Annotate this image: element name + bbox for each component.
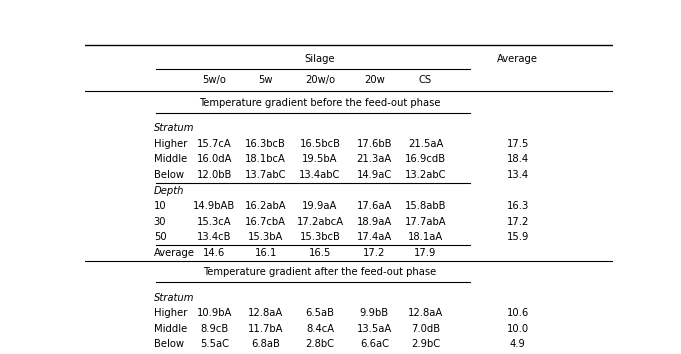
Text: Higher: Higher	[154, 308, 187, 318]
Text: 16.3: 16.3	[507, 201, 529, 211]
Text: 17.6aA: 17.6aA	[357, 201, 392, 211]
Text: 15.3bA: 15.3bA	[248, 232, 283, 242]
Text: Middle: Middle	[154, 154, 187, 165]
Text: 20w/o: 20w/o	[305, 75, 335, 85]
Text: Average: Average	[154, 248, 195, 258]
Text: 8.4cA: 8.4cA	[306, 324, 334, 334]
Text: 15.8abB: 15.8abB	[405, 201, 446, 211]
Text: 6.5aB: 6.5aB	[306, 308, 334, 318]
Text: Temperature gradient before the feed-out phase: Temperature gradient before the feed-out…	[200, 98, 441, 108]
Text: 50: 50	[154, 232, 166, 242]
Text: 6.8aB: 6.8aB	[251, 339, 280, 349]
Text: Middle: Middle	[154, 324, 187, 334]
Text: 10.0: 10.0	[507, 324, 529, 334]
Text: 5w: 5w	[258, 75, 273, 85]
Text: Stratum: Stratum	[154, 124, 194, 133]
Text: 18.1aA: 18.1aA	[408, 232, 443, 242]
Text: 10.6: 10.6	[507, 308, 529, 318]
Text: 11.7bA: 11.7bA	[248, 324, 283, 334]
Text: 15.9: 15.9	[507, 232, 529, 242]
Text: Below: Below	[154, 170, 184, 180]
Text: Higher: Higher	[154, 139, 187, 149]
Text: 16.5: 16.5	[308, 248, 331, 258]
Text: 6.6aC: 6.6aC	[360, 339, 389, 349]
Text: 17.7abA: 17.7abA	[405, 217, 446, 227]
Text: 2.9bC: 2.9bC	[411, 339, 440, 349]
Text: 4.9: 4.9	[510, 339, 526, 349]
Text: Stratum: Stratum	[154, 293, 194, 303]
Text: 17.9: 17.9	[414, 248, 437, 258]
Text: 13.4abC: 13.4abC	[299, 170, 340, 180]
Text: Silage: Silage	[304, 54, 335, 64]
Text: 16.5bcB: 16.5bcB	[300, 139, 340, 149]
Text: 2.8bC: 2.8bC	[306, 339, 334, 349]
Text: 18.4: 18.4	[507, 154, 529, 165]
Text: 14.6: 14.6	[204, 248, 225, 258]
Text: 13.4: 13.4	[507, 170, 529, 180]
Text: Depth: Depth	[154, 185, 185, 195]
Text: 17.4aA: 17.4aA	[357, 232, 392, 242]
Text: 17.2: 17.2	[507, 217, 529, 227]
Text: 18.1bcA: 18.1bcA	[245, 154, 286, 165]
Text: 15.3cA: 15.3cA	[197, 217, 232, 227]
Text: 10: 10	[154, 201, 166, 211]
Text: 8.9cB: 8.9cB	[200, 324, 229, 334]
Text: 16.2abA: 16.2abA	[244, 201, 287, 211]
Text: 20w: 20w	[364, 75, 385, 85]
Text: 13.7abC: 13.7abC	[245, 170, 287, 180]
Text: 14.9bAB: 14.9bAB	[193, 201, 236, 211]
Text: 13.5aA: 13.5aA	[357, 324, 392, 334]
Text: 5.5aC: 5.5aC	[200, 339, 229, 349]
Text: 30: 30	[154, 217, 166, 227]
Text: 17.2: 17.2	[363, 248, 385, 258]
Text: 17.2abcA: 17.2abcA	[296, 217, 343, 227]
Text: 5w/o: 5w/o	[202, 75, 226, 85]
Text: 12.8aA: 12.8aA	[408, 308, 443, 318]
Text: 17.6bB: 17.6bB	[357, 139, 392, 149]
Text: 15.3bcB: 15.3bcB	[300, 232, 340, 242]
Text: 12.0bB: 12.0bB	[197, 170, 232, 180]
Text: 21.5aA: 21.5aA	[408, 139, 443, 149]
Text: 21.3aA: 21.3aA	[357, 154, 392, 165]
Text: Temperature gradient after the feed-out phase: Temperature gradient after the feed-out …	[204, 267, 437, 277]
Text: 12.8aA: 12.8aA	[248, 308, 283, 318]
Text: 17.5: 17.5	[507, 139, 529, 149]
Text: 19.5bA: 19.5bA	[302, 154, 338, 165]
Text: 18.9aA: 18.9aA	[357, 217, 392, 227]
Text: Below: Below	[154, 339, 184, 349]
Text: 7.0dB: 7.0dB	[411, 324, 440, 334]
Text: 14.9aC: 14.9aC	[357, 170, 392, 180]
Text: 13.4cB: 13.4cB	[197, 232, 232, 242]
Text: CS: CS	[419, 75, 432, 85]
Text: 10.9bA: 10.9bA	[197, 308, 232, 318]
Text: 13.2abC: 13.2abC	[405, 170, 446, 180]
Text: 16.1: 16.1	[255, 248, 276, 258]
Text: 16.0dA: 16.0dA	[197, 154, 232, 165]
Text: 16.9cdB: 16.9cdB	[405, 154, 446, 165]
Text: 16.3bcB: 16.3bcB	[245, 139, 286, 149]
Text: 19.9aA: 19.9aA	[302, 201, 338, 211]
Text: Average: Average	[497, 54, 539, 64]
Text: 9.9bB: 9.9bB	[360, 308, 389, 318]
Text: 16.7cbA: 16.7cbA	[245, 217, 286, 227]
Text: 15.7cA: 15.7cA	[197, 139, 232, 149]
